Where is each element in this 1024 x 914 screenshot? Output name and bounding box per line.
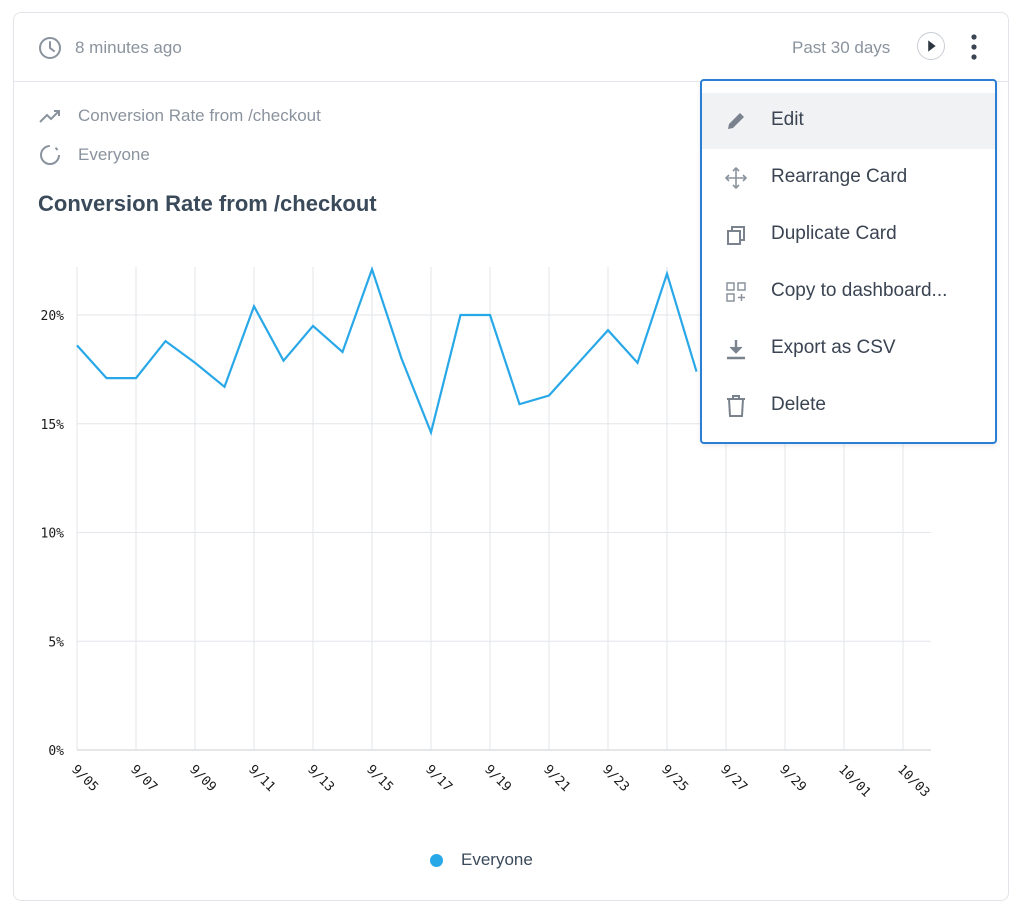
trash-icon — [727, 395, 745, 417]
menu-item-edit[interactable]: Edit — [702, 93, 995, 149]
legend-label[interactable]: Everyone — [461, 850, 533, 869]
legend-dot — [430, 854, 443, 867]
y-tick-label: 15% — [41, 418, 65, 433]
card-options-menu: Edit Rearrange Card Duplicate Card Copy … — [700, 79, 997, 444]
y-tick-label: 20% — [41, 309, 65, 324]
menu-label-copy-dashboard: Copy to dashboard... — [771, 280, 948, 301]
move-icon — [724, 166, 748, 190]
y-tick-label: 10% — [41, 527, 65, 542]
series-line — [76, 265, 698, 436]
x-tick-label: 9/09 — [186, 762, 219, 795]
play-icon[interactable] — [917, 32, 945, 60]
menu-label-rearrange: Rearrange Card — [771, 166, 908, 187]
segment-name: Everyone — [78, 145, 150, 164]
dashboard-add-icon — [726, 282, 746, 302]
menu-label-duplicate: Duplicate Card — [771, 223, 897, 244]
x-tick-label: 9/27 — [717, 762, 750, 795]
x-tick-label: 10/03 — [894, 762, 932, 800]
menu-item-copy-dashboard[interactable]: Copy to dashboard... — [702, 264, 995, 320]
x-tick-label: 10/01 — [835, 762, 873, 800]
date-range-label[interactable]: Past 30 days — [792, 38, 891, 57]
segment-icon — [40, 145, 60, 165]
x-tick-label: 9/29 — [776, 762, 809, 795]
y-tick-label: 5% — [48, 635, 64, 650]
x-tick-label: 9/25 — [658, 762, 691, 795]
x-tick-label: 9/11 — [245, 762, 278, 795]
menu-item-duplicate[interactable]: Duplicate Card — [702, 207, 995, 263]
card-header: 8 minutes ago Past 30 days — [14, 13, 1008, 82]
card-title: Conversion Rate from /checkout — [38, 191, 377, 216]
metric-name: Conversion Rate from /checkout — [78, 106, 321, 125]
x-tick-label: 9/17 — [422, 762, 455, 795]
x-tick-label: 9/13 — [304, 762, 337, 795]
duplicate-icon — [727, 226, 745, 245]
menu-label-export-csv: Export as CSV — [771, 337, 896, 358]
x-tick-label: 9/07 — [127, 762, 160, 795]
download-icon — [727, 340, 745, 360]
y-tick-label: 0% — [48, 744, 64, 759]
x-tick-label: 9/21 — [540, 762, 573, 795]
menu-label-edit: Edit — [771, 109, 804, 130]
menu-item-delete[interactable]: Delete — [702, 378, 995, 434]
x-tick-label: 9/23 — [599, 762, 632, 795]
last-updated-text: 8 minutes ago — [75, 38, 182, 57]
pencil-icon — [728, 113, 744, 129]
x-tick-label: 9/19 — [481, 762, 514, 795]
trend-icon — [39, 110, 60, 123]
kebab-menu-icon[interactable] — [969, 33, 979, 61]
menu-item-rearrange[interactable]: Rearrange Card — [702, 150, 995, 206]
menu-label-delete: Delete — [771, 394, 826, 415]
clock-icon — [39, 37, 61, 59]
x-tick-label: 9/05 — [68, 762, 101, 795]
menu-item-export-csv[interactable]: Export as CSV — [702, 321, 995, 377]
x-tick-label: 9/15 — [363, 762, 396, 795]
